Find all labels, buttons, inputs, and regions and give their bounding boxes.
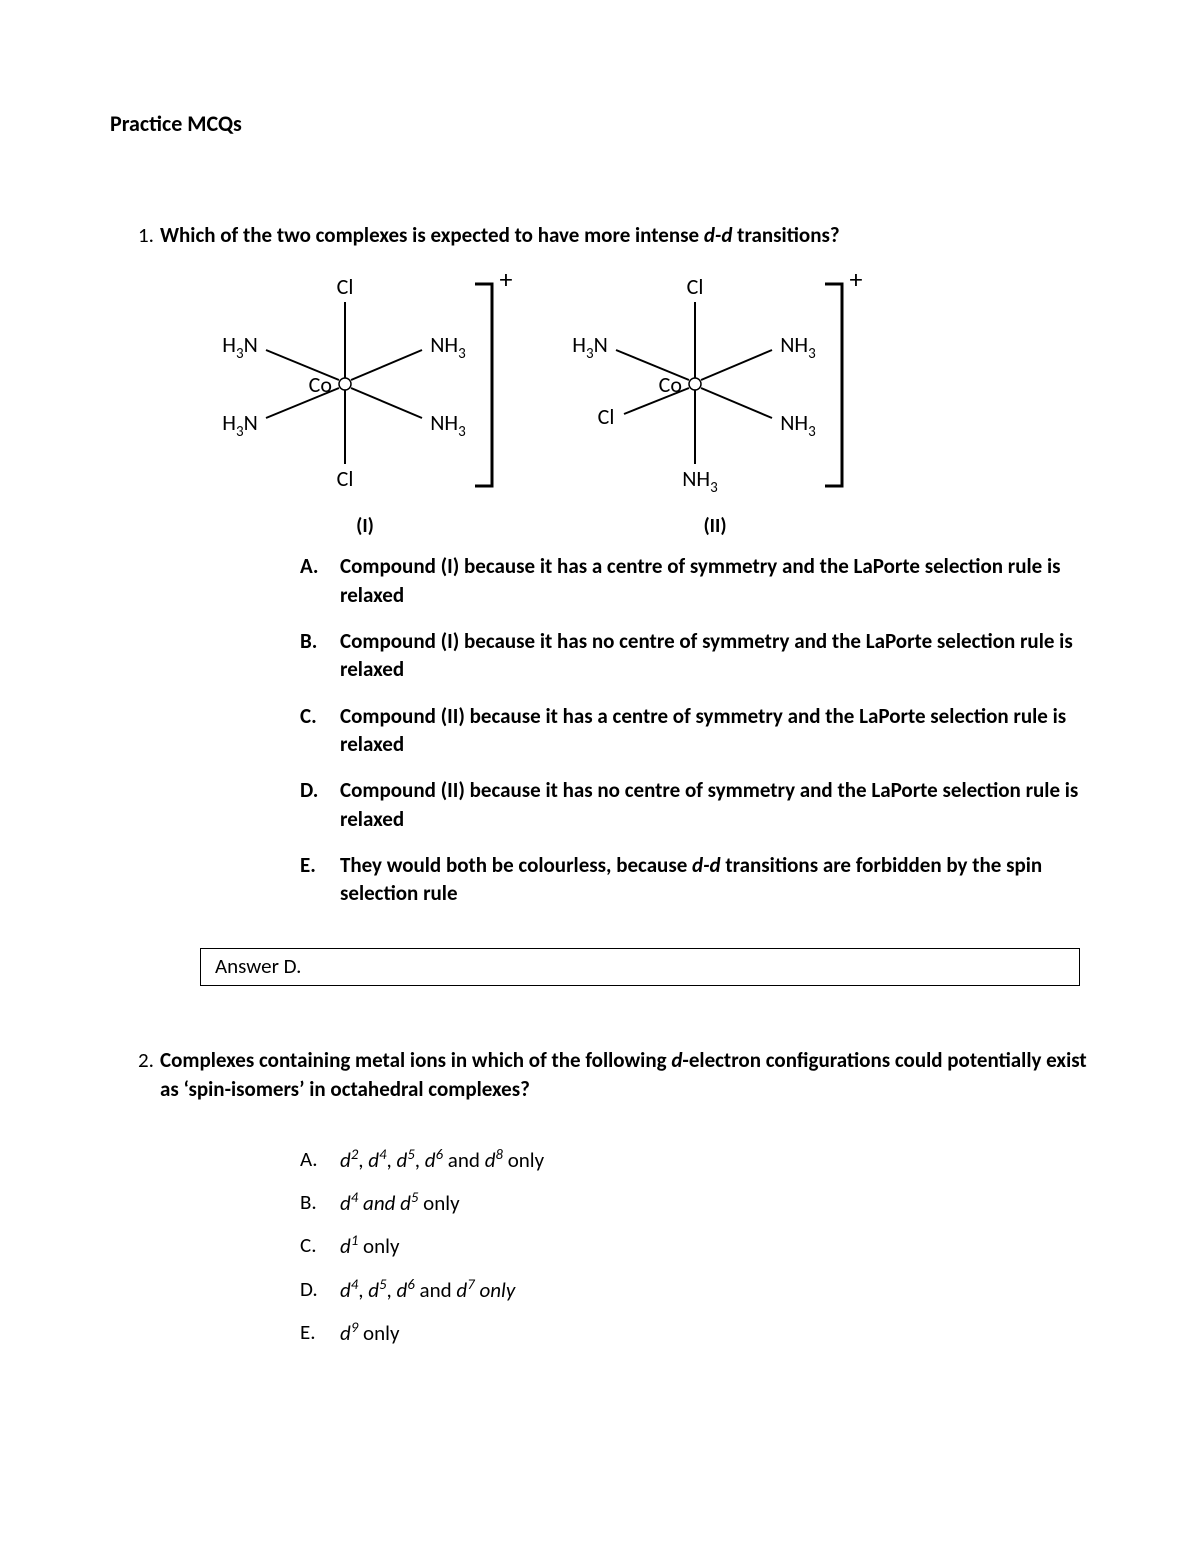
q2-text-ital: d bbox=[671, 1047, 682, 1073]
q2-text: Complexes containing metal ions in which… bbox=[160, 1046, 1090, 1105]
q1-text-ital: d-d bbox=[704, 222, 733, 248]
opt-text: d2, d4, d5, d6 and d8 only bbox=[340, 1145, 1090, 1174]
opt-letter: E. bbox=[300, 1318, 340, 1347]
q1-option-C: C. Compound (II) because it has a centre… bbox=[300, 702, 1090, 759]
opt-text: d4 and d5 only bbox=[340, 1188, 1090, 1217]
q1-answer-box: Answer D. bbox=[200, 948, 1080, 986]
complex-1-svg: + Co Cl Cl H3N H3N bbox=[190, 264, 540, 506]
complex-2-top: Cl bbox=[687, 273, 704, 300]
opt-text: Compound (I) because it has a centre of … bbox=[340, 552, 1090, 609]
q2-option-A: A.d2, d4, d5, d6 and d8 only bbox=[300, 1145, 1090, 1174]
q1-captions: (I) (II) bbox=[190, 514, 1090, 538]
q1-options: A. Compound (I) because it has a centre … bbox=[300, 552, 1090, 907]
complex-2-lr: NH3 bbox=[780, 409, 816, 441]
page-title: Practice MCQs bbox=[110, 110, 1090, 137]
complex-1-bottom: Cl bbox=[337, 465, 354, 492]
complex-1-lr: NH3 bbox=[430, 409, 466, 441]
complex-2-ll: Cl bbox=[598, 403, 615, 430]
q2-number: 2. bbox=[110, 1046, 160, 1111]
q2-option-D: D.d4, d5, d6 and d7 only bbox=[300, 1275, 1090, 1304]
question-2: 2. Complexes containing metal ions in wh… bbox=[110, 1046, 1090, 1348]
q2-option-C: C.d1 only bbox=[300, 1231, 1090, 1260]
complex-1-ll: H3N bbox=[222, 409, 258, 441]
opt-text: d9 only bbox=[340, 1318, 1090, 1347]
opt-text: d1 only bbox=[340, 1231, 1090, 1260]
opt-letter: D. bbox=[300, 776, 340, 833]
q1-text: Which of the two complexes is expected t… bbox=[160, 221, 1090, 250]
complex-2-caption: (II) bbox=[540, 514, 890, 538]
question-1: 1. Which of the two complexes is expecte… bbox=[110, 221, 1090, 986]
complex-1-charge: + bbox=[500, 264, 513, 295]
complex-1-ur: NH3 bbox=[430, 331, 466, 363]
opt-letter: B. bbox=[300, 627, 340, 684]
complex-2-ul: H3N bbox=[572, 331, 608, 363]
q1-figures: + Co Cl Cl H3N H3N bbox=[190, 264, 1090, 506]
complex-2-bottom: NH3 bbox=[682, 465, 718, 497]
opt-letter: D. bbox=[300, 1275, 340, 1304]
opt-text: d4, d5, d6 and d7 only bbox=[340, 1275, 1090, 1304]
opt-letter: A. bbox=[300, 552, 340, 609]
q2-options: A.d2, d4, d5, d6 and d8 onlyB.d4 and d5 … bbox=[300, 1145, 1090, 1348]
q1-text-pre: Which of the two complexes is expected t… bbox=[160, 222, 704, 248]
opt-text: They would both be colourless, because d… bbox=[340, 851, 1090, 908]
complex-1-ul: H3N bbox=[222, 331, 258, 363]
q1-option-A: A. Compound (I) because it has a centre … bbox=[300, 552, 1090, 609]
complex-1-caption: (I) bbox=[190, 514, 540, 538]
q2-option-E: E.d9 only bbox=[300, 1318, 1090, 1347]
opt-letter: C. bbox=[300, 702, 340, 759]
q1-option-B: B. Compound (I) because it has no centre… bbox=[300, 627, 1090, 684]
opt-letter: C. bbox=[300, 1231, 340, 1260]
e-ital: d-d bbox=[692, 852, 721, 878]
q2-text-pre: Complexes containing metal ions in which… bbox=[160, 1047, 671, 1073]
complex-2-charge: + bbox=[850, 264, 863, 295]
opt-text: Compound (II) because it has no centre o… bbox=[340, 776, 1090, 833]
opt-letter: E. bbox=[300, 851, 340, 908]
q1-option-E: E. They would both be colourless, becaus… bbox=[300, 851, 1090, 908]
opt-letter: B. bbox=[300, 1188, 340, 1217]
opt-text: Compound (I) because it has no centre of… bbox=[340, 627, 1090, 684]
complex-2-ur: NH3 bbox=[780, 331, 816, 363]
q1-option-D: D. Compound (II) because it has no centr… bbox=[300, 776, 1090, 833]
complex-1-top: Cl bbox=[337, 273, 354, 300]
complex-2-svg: + Co Cl NH3 H3N Cl NH3 bbox=[540, 264, 890, 506]
page: Practice MCQs 1. Which of the two comple… bbox=[0, 0, 1200, 1553]
e-pre: They would both be colourless, because bbox=[340, 852, 692, 878]
opt-text: Compound (II) because it has a centre of… bbox=[340, 702, 1090, 759]
q1-number: 1. bbox=[110, 221, 160, 256]
q2-option-B: B.d4 and d5 only bbox=[300, 1188, 1090, 1217]
q1-text-post: transitions? bbox=[732, 222, 839, 248]
opt-letter: A. bbox=[300, 1145, 340, 1174]
